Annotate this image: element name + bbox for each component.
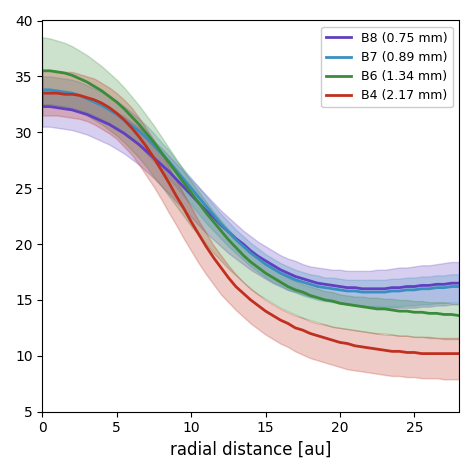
B4 (2.17 mm) xyxy=(456,351,462,356)
B7 (0.89 mm) xyxy=(62,89,67,95)
B8 (0.75 mm) xyxy=(62,106,67,112)
B7 (0.89 mm) xyxy=(151,143,157,148)
B7 (0.89 mm) xyxy=(218,221,224,227)
B8 (0.75 mm) xyxy=(330,283,336,288)
B4 (2.17 mm) xyxy=(55,91,60,96)
B6 (1.34 mm) xyxy=(322,297,328,303)
B7 (0.89 mm) xyxy=(39,87,45,92)
B8 (0.75 mm) xyxy=(218,222,224,228)
Line: B6 (1.34 mm): B6 (1.34 mm) xyxy=(42,71,459,316)
Line: B8 (0.75 mm): B8 (0.75 mm) xyxy=(42,107,459,289)
B7 (0.89 mm) xyxy=(456,283,462,289)
B6 (1.34 mm) xyxy=(456,313,462,319)
Legend: B8 (0.75 mm), B7 (0.89 mm), B6 (1.34 mm), B4 (2.17 mm): B8 (0.75 mm), B7 (0.89 mm), B6 (1.34 mm)… xyxy=(321,27,453,108)
X-axis label: radial distance [au]: radial distance [au] xyxy=(170,441,331,459)
B8 (0.75 mm) xyxy=(456,280,462,286)
B4 (2.17 mm) xyxy=(62,91,67,97)
B4 (2.17 mm) xyxy=(151,155,157,161)
B8 (0.75 mm) xyxy=(322,282,328,287)
Line: B7 (0.89 mm): B7 (0.89 mm) xyxy=(42,90,459,292)
B6 (1.34 mm) xyxy=(62,70,67,76)
Line: B4 (2.17 mm): B4 (2.17 mm) xyxy=(42,93,459,354)
B6 (1.34 mm) xyxy=(330,298,336,304)
B7 (0.89 mm) xyxy=(322,285,328,291)
B7 (0.89 mm) xyxy=(359,289,365,295)
B7 (0.89 mm) xyxy=(330,286,336,292)
B4 (2.17 mm) xyxy=(39,91,45,96)
B6 (1.34 mm) xyxy=(55,69,60,75)
B8 (0.75 mm) xyxy=(151,155,157,161)
B8 (0.75 mm) xyxy=(55,105,60,110)
B4 (2.17 mm) xyxy=(419,351,425,356)
B6 (1.34 mm) xyxy=(151,139,157,145)
B4 (2.17 mm) xyxy=(218,264,224,270)
B4 (2.17 mm) xyxy=(322,335,328,341)
B6 (1.34 mm) xyxy=(39,68,45,73)
B8 (0.75 mm) xyxy=(359,286,365,292)
B4 (2.17 mm) xyxy=(330,337,336,343)
B6 (1.34 mm) xyxy=(218,228,224,234)
B8 (0.75 mm) xyxy=(39,104,45,109)
B7 (0.89 mm) xyxy=(55,88,60,94)
